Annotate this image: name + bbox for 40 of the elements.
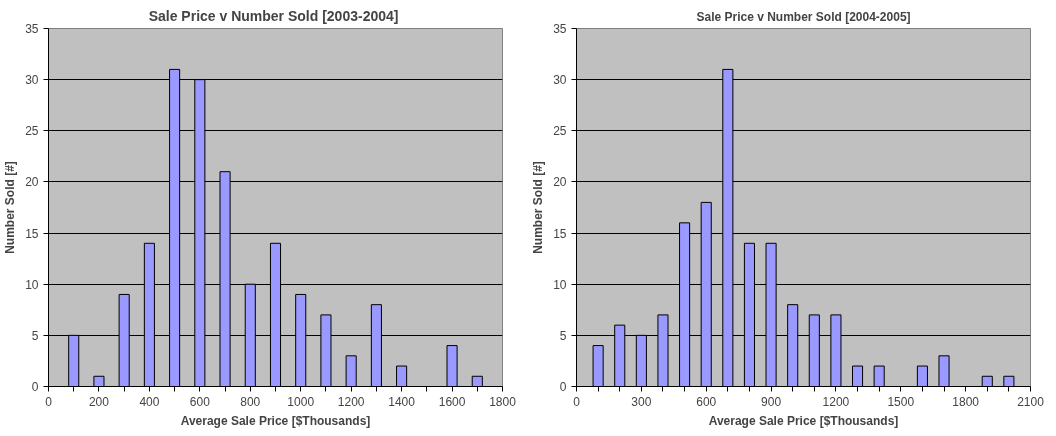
y-tick-label: 25 [25,124,39,139]
x-tick-label: 0 [45,394,53,409]
y-tick-label: 15 [553,226,567,241]
x-tick-label: 800 [240,394,261,409]
y-tick-label: 5 [31,328,39,343]
x-tick-label: 400 [139,394,160,409]
y-tick-label: 25 [553,124,567,139]
y-tick-label: 20 [25,175,39,190]
y-tick-label: 30 [25,73,39,88]
x-tick-label: 600 [189,394,211,409]
y-tick-label: 10 [25,277,39,292]
x-axis-title: Average Sale Price [$Thousands] [180,413,371,428]
y-axis-title: Number Sold [#] [3,161,18,254]
y-tick-label: 0 [31,380,39,394]
x-tick-label: 1200 [822,394,850,409]
x-tick-label: 1800 [489,394,517,409]
x-tick-label: 200 [88,394,110,409]
y-tick-label: 30 [553,73,567,88]
y-axis-title: Number Sold [#] [531,161,546,254]
y-tick-label: 5 [559,328,567,343]
x-tick-label: 600 [696,394,717,409]
y-tick-label: 15 [25,226,39,241]
x-tick-label: 1500 [887,394,915,409]
x-tick-label: 1800 [952,394,980,409]
y-tick-label: 0 [559,380,567,394]
x-tick-label: 0 [573,394,581,409]
x-tick-label: 1600 [438,394,466,409]
x-tick-label: 1200 [337,394,365,409]
chart-title: Sale Price v Number Sold [2003-2004] [148,7,399,24]
x-tick-label: 2100 [1017,394,1045,409]
x-tick-label: 1400 [388,394,416,409]
x-tick-label: 900 [761,394,782,409]
x-axis-title: Average Sale Price [$Thousands] [708,413,899,428]
chart-title: Sale Price v Number Sold [2004-2005] [696,9,911,24]
x-tick-label: 1000 [287,394,315,409]
x-tick-label: 300 [631,394,652,409]
y-tick-label: 20 [553,175,567,190]
y-tick-label: 10 [553,277,567,292]
y-tick-label: 35 [553,22,567,36]
y-tick-label: 35 [25,22,39,36]
